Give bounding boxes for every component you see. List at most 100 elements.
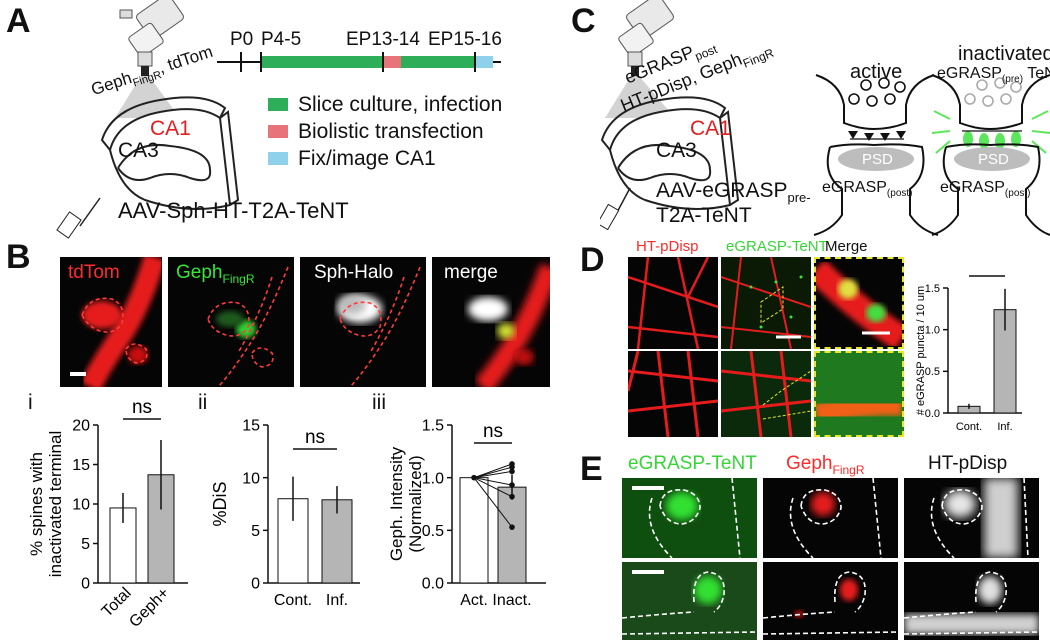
e-gray-2 [904, 562, 1039, 640]
y-tick-label: 1.5 [925, 283, 940, 295]
legend-swatch [268, 152, 288, 165]
d-merge-2 [814, 351, 904, 437]
paired-line [473, 466, 513, 479]
y-axis-label: (Normalized) [406, 455, 425, 552]
timeline-tick-0: P0 [230, 29, 254, 50]
psd-label-active: PSD [862, 151, 893, 168]
e-label-2: HT-pDisp [928, 453, 1008, 474]
y-tick-label: 5 [81, 536, 90, 553]
d-micro-hpd-2 [628, 351, 718, 437]
syringe-icon [56, 197, 101, 239]
panel-c-schematic [600, 0, 740, 231]
panel-letter-d: D [580, 241, 605, 279]
legend-label: Biolistic transfection [298, 119, 484, 143]
significance-label: *** [978, 268, 997, 274]
micro-sph-halo: Sph-Halo [300, 257, 426, 387]
legend-label: Slice culture, infection [298, 92, 503, 116]
y-tick-label: 15 [242, 418, 260, 435]
data-point [509, 482, 515, 488]
panel-a-schematic [56, 0, 240, 239]
subpanel-iii: iii [372, 391, 386, 414]
d-merge-1 [814, 257, 904, 349]
e-label-1-sub: FingR [832, 462, 865, 477]
chart-biii: 0.0 0.5 1.0 1.5 Geph. Intensity (Normalized) A… [390, 418, 546, 609]
panel-letter-a: A [6, 2, 31, 40]
post-label-inactive: eGRASP [940, 179, 1005, 196]
y-tick-label: 0 [81, 576, 90, 593]
active-label: active [850, 61, 903, 83]
d-label-1: eGRASP-TeNT [726, 238, 828, 255]
paired-line [473, 477, 513, 486]
timeline-tick-1: P4-5 [261, 29, 302, 50]
region-ca3-a: CA3 [118, 139, 159, 162]
data-point [509, 464, 515, 470]
significance-label: ns [305, 427, 325, 448]
y-tick-label: 20 [72, 418, 90, 435]
chart-d: 0.0 0.5 1.0 1.5# eGRASP puncta / 10 um Cont.… [915, 268, 1022, 433]
significance-label: ns [483, 421, 503, 442]
c-virus-line2: T2A-TeNT [656, 204, 752, 227]
c-virus-line1-sub: pre- [787, 190, 811, 206]
y-axis-label: Geph. Intensity [390, 446, 406, 561]
inactivated-sub: eGRASP [937, 65, 1002, 82]
e-red-1 [763, 478, 898, 558]
y-tick-label: 0 [251, 576, 260, 593]
e-green-1 [622, 478, 757, 558]
region-ca1-c: CA1 [690, 117, 731, 140]
chart-bii: 0 5 10 15 %DiS Cont. Inf. ns [210, 418, 360, 609]
x-tick-label: Act. [460, 592, 488, 609]
y-axis-label: inactivated terminal [46, 431, 65, 577]
bar [147, 474, 175, 584]
x-tick-label: Inf. [326, 592, 348, 609]
legend-item: Biolistic transfection [268, 118, 502, 145]
post-sub-inactive: (post) [1004, 188, 1031, 200]
microscope-icon [618, 0, 674, 76]
micro-label-tdtom: tdTom [68, 262, 120, 283]
x-tick-label: Cont. [274, 592, 312, 609]
micro-label-geph: Geph [176, 262, 223, 283]
y-tick-label: 0.5 [925, 366, 940, 378]
legend-item: Slice culture, infection [268, 91, 502, 118]
x-tick-label: Inact. [492, 592, 531, 609]
region-ca1-a: CA1 [150, 117, 191, 140]
y-tick-label: 0.0 [925, 408, 940, 420]
inactivated-sub3: TeNT [1027, 65, 1050, 82]
bar [497, 486, 527, 584]
bar [321, 499, 353, 584]
subpanel-ii: ii [198, 391, 208, 414]
inactivated-sub2: (pre) [1001, 74, 1024, 86]
y-tick-label: 1.5 [422, 418, 444, 435]
d-micro-egrasp-1 [721, 257, 811, 349]
micro-tdtom: tdTom [60, 257, 162, 387]
data-point [509, 468, 515, 475]
micro-merge-b: merge [432, 257, 550, 387]
x-tick-label: Geph+ [126, 585, 172, 631]
virus-label-a: AAV-Sph-HT-T2A-TeNT [118, 198, 349, 223]
panel-letter-b: B [6, 238, 31, 276]
e-green-2 [622, 562, 757, 640]
data-point [509, 524, 515, 530]
bar [459, 477, 489, 584]
paired-line [473, 477, 513, 528]
psd-label-inactive: PSD [978, 151, 1009, 168]
c-virus-line1: AAV-eGRASP [656, 179, 788, 202]
paired-line [473, 463, 513, 479]
d-label-2: Merge [825, 238, 868, 255]
x-tick-label: Inf. [997, 421, 1012, 433]
data-point [509, 493, 515, 500]
inactivated-label: inactivated [958, 43, 1050, 65]
y-tick-label: 10 [72, 497, 90, 514]
synapse-schematics [813, 74, 1050, 236]
y-tick-label: 0.0 [422, 576, 444, 593]
post-sub-active: (post) [886, 188, 913, 200]
y-axis-label: % spines with [27, 452, 46, 556]
legend-a: Slice culture, infection Biolistic trans… [268, 91, 502, 172]
d-micro-egrasp-2 [721, 351, 811, 437]
e-label-0: eGRASP-TeNT [628, 453, 757, 474]
legend-label: Fix/image CA1 [298, 146, 436, 170]
y-tick-label: 5 [251, 523, 260, 540]
y-axis-label: # eGRASP puncta / 10 um [915, 286, 927, 415]
micro-geph: GephFingR [168, 257, 294, 387]
region-ca3-c: CA3 [656, 139, 697, 162]
paired-line [473, 470, 513, 479]
